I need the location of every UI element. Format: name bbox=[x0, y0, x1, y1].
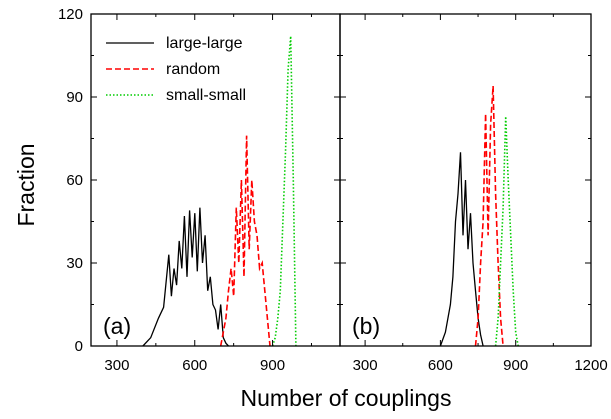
series-line-small-small-panel-b bbox=[494, 116, 519, 347]
panel-label-b: (b) bbox=[352, 313, 380, 339]
x-tick-label: 1200 bbox=[574, 357, 607, 374]
x-tick-label: 900 bbox=[503, 357, 528, 374]
y-tick-label: 90 bbox=[66, 89, 83, 106]
series-line-random-panel-b bbox=[474, 85, 504, 347]
y-tick-label: 60 bbox=[66, 172, 83, 189]
x-tick-label: 300 bbox=[353, 357, 378, 374]
x-tick-label: 600 bbox=[428, 357, 453, 374]
x-tick-label: 600 bbox=[182, 357, 207, 374]
panel-label-a: (a) bbox=[103, 313, 131, 339]
series-line-random-panel-a bbox=[219, 135, 271, 347]
legend-label-large-large: large-large bbox=[166, 35, 243, 52]
x-axis-title: Number of couplings bbox=[241, 385, 452, 411]
legend-label-random: random bbox=[166, 61, 220, 78]
series-line-small-small-panel-a bbox=[271, 36, 297, 347]
y-axis-title: Fraction bbox=[13, 143, 39, 226]
x-tick-label: 300 bbox=[104, 357, 129, 374]
series-line-large-large-panel-b bbox=[439, 152, 484, 347]
legend-label-small-small: small-small bbox=[166, 87, 246, 104]
y-tick-label: 0 bbox=[75, 338, 83, 355]
x-tick-label: 900 bbox=[260, 357, 285, 374]
y-tick-label: 30 bbox=[66, 255, 83, 272]
y-tick-label: 120 bbox=[58, 6, 83, 23]
series-line-large-large-panel-a bbox=[142, 207, 229, 347]
